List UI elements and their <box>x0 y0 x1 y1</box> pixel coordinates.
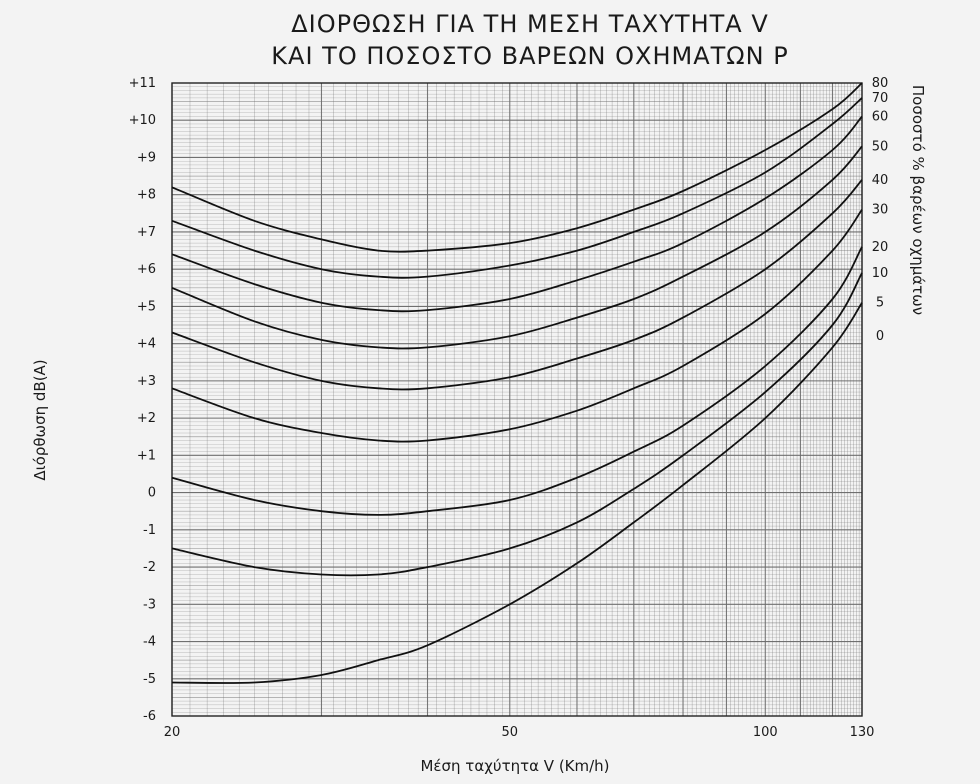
y-tick-label: +1 <box>137 448 156 463</box>
y-tick-label: +3 <box>137 374 156 389</box>
x-tick-label: 20 <box>164 725 181 740</box>
y-tick-label: +5 <box>137 299 156 314</box>
y-tick-label: -1 <box>143 523 156 538</box>
x-axis-label: Μέση ταχύτητα V (Km/h) <box>420 757 609 775</box>
plot-frame <box>171 82 863 717</box>
curve-p-40 <box>171 145 863 350</box>
grid <box>171 82 863 717</box>
y-tick-label: +10 <box>129 113 156 128</box>
right-tick-label: 0 <box>876 329 884 344</box>
curve-p-5 <box>171 272 863 577</box>
right-axis-label: Ποσοστό % βαρέων οχημάτων <box>909 85 927 315</box>
y-tick-label: +4 <box>137 337 156 352</box>
curve-p-50 <box>171 115 863 313</box>
right-tick-label: 60 <box>872 110 889 125</box>
curve-p-70 <box>171 82 863 253</box>
y-tick-label: +9 <box>137 150 156 165</box>
right-tick-label: 40 <box>872 173 889 188</box>
y-tick-label: +6 <box>137 262 156 277</box>
right-tick-label: 70 <box>872 91 889 106</box>
curve-p-10 <box>171 246 863 516</box>
right-tick-label: 20 <box>872 240 889 255</box>
y-tick-label: +11 <box>129 76 156 91</box>
x-tick-label: 50 <box>501 725 518 740</box>
ticks: +11+10+9+8+7+6+5+4+3+2+10-1-2-3-4-5-620 5… <box>129 76 889 740</box>
curve-p-30 <box>171 179 863 391</box>
curve-p-0 <box>171 302 863 684</box>
y-tick-label: -6 <box>143 709 156 724</box>
chart-title-line1: ΔΙΟΡΘΩΣΗ ΓΙΑ ΤΗ ΜΕΣΗ ΤΑΧΥΤΗΤΑ V <box>291 10 768 38</box>
right-tick-label: 10 <box>872 266 889 281</box>
right-tick-label: 5 <box>876 296 884 311</box>
curves <box>171 82 863 684</box>
right-tick-label: 80 <box>872 76 889 91</box>
y-tick-label: -5 <box>143 672 156 687</box>
y-tick-label: +2 <box>137 411 156 426</box>
x-tick-label: 100 <box>753 725 778 740</box>
x-tick-label: 130 <box>850 725 875 740</box>
right-tick-label: 30 <box>872 203 889 218</box>
right-tick-label: 50 <box>872 139 889 154</box>
y-tick-label: 0 <box>148 486 156 501</box>
curve-p-60 <box>171 97 863 279</box>
y-tick-label: -2 <box>143 560 156 575</box>
y-tick-label: +8 <box>137 188 156 203</box>
chart-title-line2: ΚΑΙ ΤΟ ΠΟΣΟΣΤΟ ΒΑΡΕΩΝ ΟΧΗΜΑΤΩΝ P <box>271 42 788 70</box>
y-tick-label: -4 <box>143 635 156 650</box>
y-tick-label: -3 <box>143 597 156 612</box>
curve-p-20 <box>171 209 863 443</box>
y-axis-label: Διόρθωση dB(A) <box>31 359 49 480</box>
y-tick-label: +7 <box>137 225 156 240</box>
